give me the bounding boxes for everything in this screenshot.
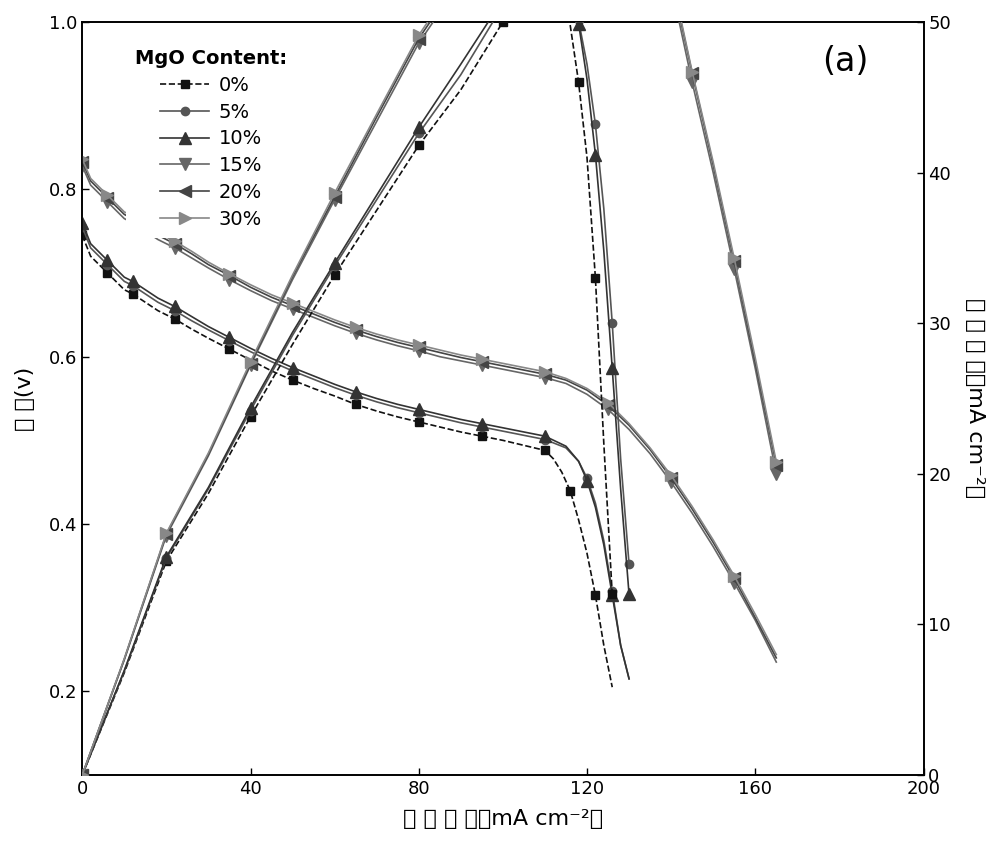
Y-axis label: 功 率 密 度（mA cm⁻²）: 功 率 密 度（mA cm⁻²） — [965, 299, 985, 499]
Legend: 0%, 5%, 10%, 15%, 20%, 30%: 0%, 5%, 10%, 15%, 20%, 30% — [126, 40, 297, 238]
Y-axis label: 电 压(v): 电 压(v) — [15, 366, 35, 430]
X-axis label: 电 流 密 度（mA cm⁻²）: 电 流 密 度（mA cm⁻²） — [403, 809, 603, 829]
Text: (a): (a) — [823, 45, 869, 78]
